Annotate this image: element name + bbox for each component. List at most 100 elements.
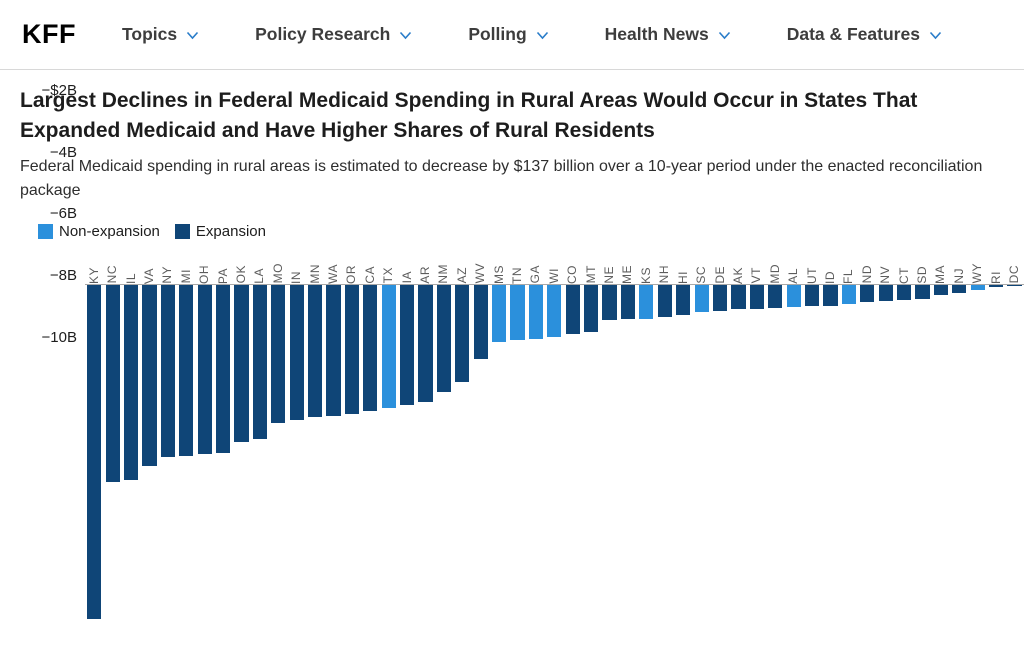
bar-PA[interactable] <box>215 284 231 453</box>
bar-WY[interactable] <box>970 284 985 291</box>
bar-FL[interactable] <box>841 284 856 304</box>
state-label-CO: CO <box>565 264 580 284</box>
state-label-NC: NC <box>105 265 120 284</box>
bar-IA[interactable] <box>400 284 415 405</box>
bar-OR[interactable] <box>344 284 359 415</box>
state-label-cell: PA <box>214 254 232 284</box>
bar-column-LA <box>251 284 269 640</box>
bar-column-WA <box>324 284 342 640</box>
bar-column-GA <box>527 284 545 640</box>
state-label-cell: AZ <box>453 254 471 283</box>
bar-SD[interactable] <box>915 284 930 299</box>
state-label-cell: DE <box>711 254 729 284</box>
state-label-MA: MA <box>933 264 948 284</box>
state-label-KS: KS <box>638 266 653 284</box>
state-label-cell: NV <box>876 254 894 284</box>
state-label-ID: ID <box>822 270 837 284</box>
bar-WA[interactable] <box>326 284 341 416</box>
bar-column-MA <box>932 284 950 640</box>
state-label-cell: GA <box>527 254 545 283</box>
bar-CA[interactable] <box>363 284 378 411</box>
bar-VT[interactable] <box>749 284 764 309</box>
state-label-NE: NE <box>602 265 617 284</box>
state-label-MS: MS <box>491 264 506 284</box>
bar-GA[interactable] <box>528 284 544 339</box>
bar-LA[interactable] <box>252 284 267 439</box>
bar-NJ[interactable] <box>952 284 967 294</box>
bar-WV[interactable] <box>473 284 488 359</box>
state-label-cell: AR <box>416 254 434 284</box>
chevron-down-icon <box>929 31 942 40</box>
bar-MN[interactable] <box>307 284 323 418</box>
nav-item-data-features[interactable]: Data & Features <box>787 24 942 45</box>
bar-AR[interactable] <box>418 284 433 402</box>
chevron-down-icon <box>400 31 412 40</box>
bar-NV[interactable] <box>878 284 893 301</box>
y-axis-tick-label: −4B <box>49 143 77 161</box>
legend-item-non-expansion: Non-expansion <box>38 223 160 240</box>
bar-AK[interactable] <box>731 284 746 310</box>
state-label-cell: WA <box>324 254 342 284</box>
bar-ND[interactable] <box>860 284 875 302</box>
bar-KY[interactable] <box>87 284 102 619</box>
y-axis-tick-label: −8B <box>49 267 77 285</box>
state-label-KY: KY <box>86 266 101 284</box>
bar-CO[interactable] <box>565 284 580 334</box>
bar-WI[interactable] <box>547 284 562 338</box>
state-label-cell: LA <box>251 254 269 284</box>
bar-ME[interactable] <box>620 284 636 319</box>
bar-DE[interactable] <box>712 284 728 311</box>
bar-MS[interactable] <box>492 284 507 342</box>
kff-logo[interactable]: KFF <box>22 19 76 49</box>
bar-HI[interactable] <box>676 284 691 316</box>
state-label-cell: DC <box>1005 254 1023 283</box>
bar-SC[interactable] <box>694 284 709 313</box>
bar-OH[interactable] <box>197 284 212 455</box>
bar-AL[interactable] <box>786 284 801 307</box>
nav-item-topics[interactable]: Topics <box>122 24 199 45</box>
nav-item-label: Topics <box>121 24 178 44</box>
bar-CT[interactable] <box>896 284 912 301</box>
state-label-PA: PA <box>215 267 230 284</box>
nav-item-health-news[interactable]: Health News <box>605 24 731 45</box>
bar-column-MT <box>582 284 600 640</box>
bar-IN[interactable] <box>289 284 304 421</box>
state-label-OK: OK <box>233 265 248 284</box>
bar-MI[interactable] <box>179 284 194 456</box>
bar-NH[interactable] <box>657 284 672 317</box>
state-label-cell: VA <box>140 254 158 284</box>
bar-MT[interactable] <box>584 284 599 333</box>
bar-OK[interactable] <box>234 284 249 442</box>
main-content: Largest Declines in Federal Medicaid Spe… <box>0 70 1024 640</box>
state-label-cell: FL <box>840 254 858 284</box>
bar-NE[interactable] <box>602 284 617 321</box>
bar-column-IA <box>398 284 416 640</box>
bar-NM[interactable] <box>436 284 451 393</box>
bar-MD[interactable] <box>768 284 783 308</box>
state-label-cell: HI <box>674 254 692 284</box>
bar-IL[interactable] <box>123 284 139 481</box>
bar-RI[interactable] <box>989 284 1004 287</box>
bar-UT[interactable] <box>804 284 820 307</box>
bar-MO[interactable] <box>271 284 286 424</box>
state-label-cell: UT <box>803 254 821 284</box>
bar-NY[interactable] <box>160 284 175 458</box>
nav-item-polling[interactable]: Polling <box>468 24 548 45</box>
bar-MA[interactable] <box>933 284 948 296</box>
state-label-cell: MO <box>269 254 287 284</box>
nav-item-label: Health News <box>604 24 709 44</box>
bar-NC[interactable] <box>105 284 120 482</box>
state-label-cell: WV <box>472 254 490 283</box>
bar-AZ[interactable] <box>455 284 470 382</box>
state-label-cell: WY <box>969 254 987 283</box>
bar-ID[interactable] <box>823 284 838 306</box>
nav-item-label: Data & Features <box>786 24 920 44</box>
bar-TN[interactable] <box>510 284 525 341</box>
bar-column-SD <box>913 284 931 640</box>
bar-DC[interactable] <box>1007 284 1022 286</box>
bar-VA[interactable] <box>142 284 157 467</box>
bar-TX[interactable] <box>381 284 396 408</box>
bar-KS[interactable] <box>639 284 654 319</box>
nav-item-policy-research[interactable]: Policy Research <box>255 24 412 45</box>
state-label-MO: MO <box>270 263 285 284</box>
